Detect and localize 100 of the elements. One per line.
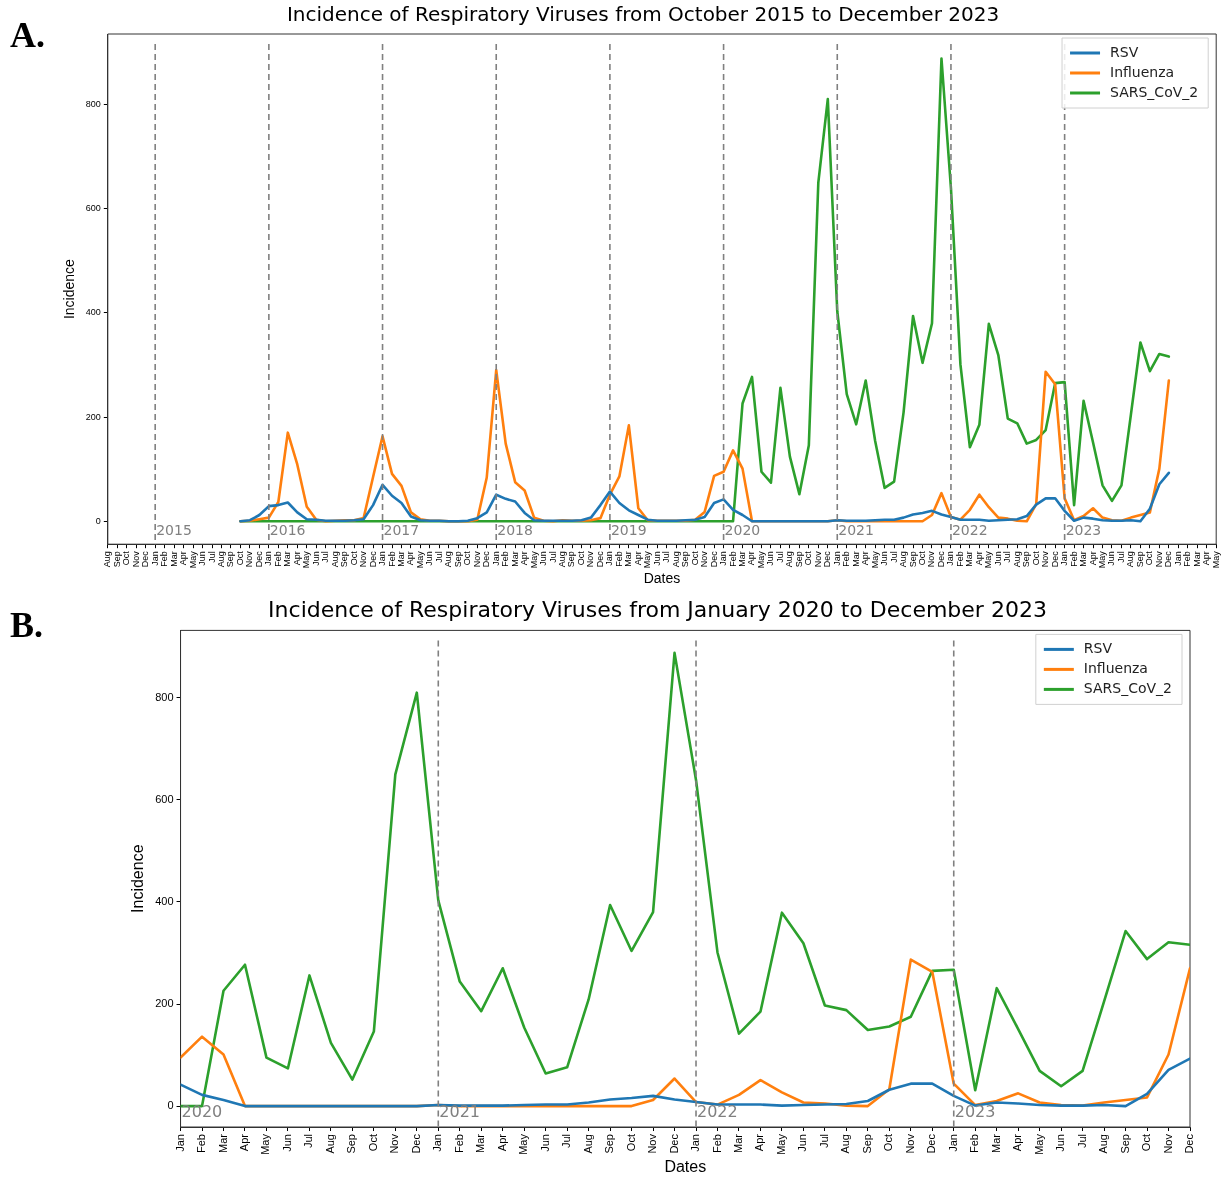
ref-line-label: 2015: [156, 521, 192, 538]
chart-title: Incidence of Respiratory Viruses from January 2020 to December 2023: [268, 596, 1047, 622]
x-tick-label: Jun: [879, 551, 890, 566]
y-tick-label: 800: [155, 690, 174, 703]
x-tick-label: Dec: [1163, 550, 1174, 568]
x-tick-label: Feb: [1068, 551, 1079, 567]
x-tick-label: Apr: [1011, 1133, 1024, 1152]
x-tick-label: May: [755, 550, 766, 569]
x-tick-label: Oct: [121, 550, 132, 566]
x-tick-label: Mar: [737, 551, 748, 567]
x-tick-label: Jun: [651, 551, 662, 566]
x-tick-label: Apr: [753, 1133, 766, 1152]
x-tick-label: Feb: [272, 551, 283, 567]
x-tick-label: Apr: [632, 551, 643, 566]
x-tick-label: Mar: [474, 1133, 487, 1153]
x-tick-label: Apr: [746, 551, 757, 566]
x-tick-label: Nov: [903, 1133, 916, 1154]
x-tick-label: Mar: [732, 1133, 744, 1153]
x-tick-label: Feb: [613, 551, 624, 567]
y-tick-label: 400: [85, 307, 101, 318]
x-tick-label: Nov: [926, 550, 937, 568]
ref-line-label: 2016: [269, 521, 306, 538]
x-tick-label: Jul: [320, 551, 331, 563]
x-tick-label: Oct: [1030, 550, 1041, 566]
x-tick-label: Jan: [431, 1134, 444, 1152]
x-tick-label: Jul: [817, 1134, 830, 1149]
x-tick-label: Sep: [1021, 551, 1032, 568]
x-tick-label: Sep: [793, 551, 804, 568]
x-tick-label: May: [259, 1133, 272, 1155]
x-tick-label: Dec: [140, 550, 151, 568]
x-tick-label: Sep: [225, 551, 236, 568]
x-tick-label: Dec: [667, 1133, 680, 1154]
legend-label: Influenza: [1083, 660, 1148, 677]
ref-line-label: 2017: [383, 521, 420, 538]
x-tick-label: Nov: [1040, 550, 1051, 568]
x-tick-label: Mar: [395, 551, 406, 567]
ref-line-label: 2018: [497, 521, 533, 538]
x-tick-label: Dec: [1049, 550, 1060, 568]
x-tick-label: Feb: [1182, 551, 1193, 567]
x-tick-label: Mar: [850, 551, 861, 567]
x-tick-label: Jul: [206, 551, 217, 563]
x-axis-title: Dates: [664, 1157, 707, 1175]
x-tick-label: Mar: [168, 551, 179, 567]
x-tick-label: Aug: [1011, 551, 1022, 568]
x-tick-label: Jul: [661, 551, 672, 563]
ref-line-label: 2021: [439, 1102, 480, 1122]
ref-line-label: 2019: [610, 521, 647, 538]
x-tick-label: May: [1210, 550, 1221, 569]
x-tick-label: Apr: [1201, 551, 1212, 566]
legend-label: SARS_CoV_2: [1110, 83, 1199, 100]
x-tick-label: Apr: [860, 551, 871, 566]
x-tick-label: Aug: [784, 551, 795, 568]
text: A.: [10, 14, 45, 56]
y-axis-title: Incidence: [61, 258, 78, 320]
x-tick-label: Apr: [1087, 551, 1098, 566]
ref-line-label: 2023: [1065, 521, 1102, 538]
x-tick-label: Aug: [581, 1134, 594, 1154]
x-tick-label: Apr: [405, 551, 416, 566]
legend-label: SARS_CoV_2: [1083, 680, 1173, 697]
legend-label: RSV: [1110, 43, 1139, 60]
x-tick-label: Jan: [1172, 551, 1183, 566]
x-tick-label: Jan: [945, 551, 956, 566]
x-tick-label: Jan: [604, 551, 615, 566]
x-tick-label: Jan: [149, 551, 160, 566]
x-tick-label: Nov: [585, 550, 596, 568]
x-tick-label: Nov: [388, 1133, 401, 1154]
x-tick-label: Oct: [624, 1134, 637, 1152]
x-tick-label: Apr: [178, 551, 189, 566]
x-tick-label: Feb: [195, 1134, 208, 1153]
x-tick-label: Aug: [1125, 551, 1136, 568]
x-tick-label: Jan: [718, 551, 729, 566]
x-tick-label: Jun: [310, 551, 321, 566]
ref-line-label: 2021: [838, 521, 874, 538]
y-tick-label: 800: [85, 98, 101, 109]
y-tick-label: 200: [85, 411, 101, 422]
x-tick-label: Jul: [302, 1134, 315, 1149]
ref-line-label: 2020: [724, 521, 761, 538]
x-tick-label: Feb: [710, 1134, 723, 1153]
x-tick-label: Feb: [727, 551, 738, 567]
ref-line-label: 2022: [697, 1102, 738, 1122]
x-tick-label: Mar: [964, 551, 975, 567]
x-tick-label: Jul: [888, 551, 899, 563]
x-tick-label: Jan: [490, 551, 501, 566]
y-axis-title: Incidence: [129, 844, 147, 913]
x-tick-label: Oct: [366, 1134, 379, 1152]
x-tick-label: Jun: [280, 1134, 293, 1152]
x-tick-label: Oct: [1144, 550, 1155, 566]
y-tick-label: 0: [167, 1099, 174, 1112]
y-tick-label: 400: [155, 894, 174, 907]
y-tick-label: 200: [155, 997, 174, 1010]
x-tick-label: Jan: [377, 551, 388, 566]
x-tick-label: Aug: [557, 551, 568, 568]
x-tick-label: May: [301, 550, 312, 569]
x-tick-label: Dec: [822, 550, 833, 568]
x-tick-label: May: [1032, 1133, 1045, 1155]
x-tick-label: Jun: [1106, 551, 1117, 566]
x-tick-label: Mar: [1191, 551, 1202, 567]
x-tick-label: Mar: [989, 1133, 1002, 1153]
y-tick-label: 0: [95, 515, 101, 526]
x-tick-label: Jun: [197, 551, 208, 566]
